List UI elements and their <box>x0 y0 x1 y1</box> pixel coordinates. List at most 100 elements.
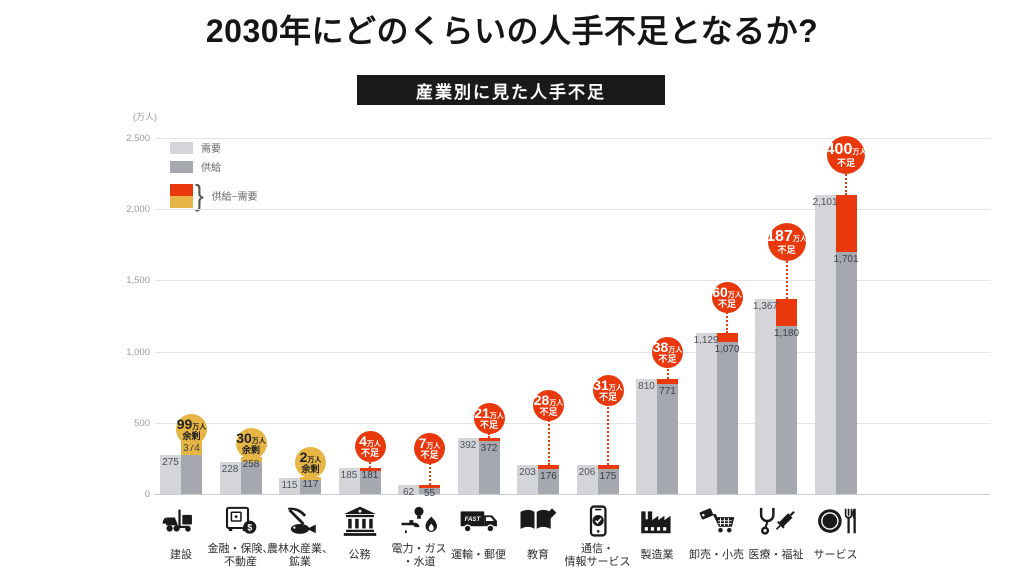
bar-gap-segment-10 <box>776 299 797 326</box>
demand-value-label: 62 <box>402 487 415 499</box>
grid-line-2500 <box>155 138 990 139</box>
bar-gap-segment-1 <box>240 457 262 462</box>
bar-gap-segment-3 <box>359 467 381 471</box>
x-axis-label-line: 農林水産業、 <box>267 543 333 555</box>
badge-connector-line <box>785 242 788 300</box>
x-axis-label-line: 不動産 <box>224 555 257 568</box>
demand-value-label: 228 <box>221 463 239 475</box>
legend: 需要 供給 } 供給−需要 <box>170 140 258 215</box>
bar-gap-segment-5 <box>478 438 500 442</box>
x-axis-label-6: 教育 <box>483 549 593 562</box>
factory-icon <box>636 505 678 537</box>
legend-item-demand: 需要 <box>170 140 258 155</box>
gap-badge-shortage: 4万人 不足 <box>354 430 386 462</box>
gap-badge-value: 400万人 <box>825 140 867 158</box>
gap-badge-value: 21万人 <box>474 404 504 421</box>
supply-value-label: 372 <box>480 443 498 455</box>
gap-badge-shortage: 60万人 不足 <box>711 281 743 313</box>
supply-value-label: 1,070 <box>714 343 740 355</box>
legend-item-diff: } 供給−需要 <box>170 177 258 213</box>
gap-badge-shortage: 187万人 不足 <box>766 223 807 261</box>
bar-supply-5 <box>478 441 500 494</box>
smartphone-check-icon <box>577 505 619 537</box>
x-axis-label-9: 卸売・小売 <box>662 549 772 562</box>
demand-value-label: 1,129 <box>693 335 719 347</box>
gap-badge-surplus: 30万人 余剰 <box>235 427 267 459</box>
x-axis-label-3: 公務 <box>305 549 415 562</box>
section-banner: 産業別に見た人手不足 <box>357 75 665 105</box>
bar-supply-8 <box>657 384 678 494</box>
x-axis-label-line: 電力・ガス <box>391 543 447 555</box>
bar-supply-4 <box>419 488 440 494</box>
x-axis-label-2: 農林水産業、 鉱業 <box>245 543 355 568</box>
bar-demand-0 <box>160 454 181 494</box>
legend-brace: } <box>195 177 204 213</box>
bar-supply-3 <box>359 470 381 494</box>
gap-badge-value: 60万人 <box>712 283 742 300</box>
gap-badge-word: 余剰 <box>182 430 201 441</box>
demand-value-label: 392 <box>459 440 477 452</box>
demand-value-label: 810 <box>638 380 655 392</box>
grid-line-1000 <box>155 351 990 353</box>
gap-badge-word: 余剰 <box>301 463 320 474</box>
gap-badge-shortage: 21万人 不足 <box>473 402 505 434</box>
demand-value-label: 2,101 <box>812 196 838 208</box>
bar-demand-6 <box>517 465 538 494</box>
legend-swatch-diff <box>170 183 193 208</box>
gap-badge-word: 不足 <box>420 449 439 460</box>
bar-gap-segment-8 <box>657 378 678 385</box>
x-axis-label-line: 金融・保険、 <box>207 543 274 555</box>
supply-value-label: 181 <box>361 470 379 482</box>
grid-line-0 <box>155 494 990 495</box>
grid-line-2000 <box>155 209 990 211</box>
gap-badge-value: 28万人 <box>533 391 564 408</box>
legend-label-diff: 供給−需要 <box>211 192 258 203</box>
safe-coin-icon: $ <box>220 505 262 537</box>
y-tick-label-1500: 1,500 <box>126 275 150 287</box>
x-axis-label-1: 金融・保険、 不動産 <box>186 543 296 568</box>
y-tick-label-0: 0 <box>144 489 150 500</box>
x-axis-label-line: 情報サービス <box>564 555 631 568</box>
y-tick-label-500: 500 <box>134 417 150 429</box>
badge-connector-line <box>607 390 609 465</box>
gap-badge-surplus: 2万人 余剰 <box>295 446 326 478</box>
gap-badge-surplus: 99万人 余剰 <box>176 413 207 445</box>
supply-value-label: 258 <box>242 459 260 471</box>
bar-demand-3 <box>338 467 360 494</box>
bar-gap-segment-7 <box>597 464 619 470</box>
legend-swatch-shortage <box>170 183 193 196</box>
gap-badge-value: 38万人 <box>652 338 683 355</box>
bar-supply-7 <box>597 469 619 494</box>
x-axis-label-line: 鉱業 <box>289 555 311 568</box>
x-axis-label-line: サービス <box>813 549 858 561</box>
x-axis-label-line: 医療・福祉 <box>748 549 804 561</box>
gap-badge-word: 余剰 <box>241 444 260 455</box>
badge-connector-line <box>845 155 847 195</box>
demand-value-label: 203 <box>519 467 536 479</box>
supply-value-label: 1,701 <box>833 253 859 265</box>
x-axis-label-8: 製造業 <box>602 549 712 562</box>
gap-badge-value: 7万人 <box>418 434 441 451</box>
supply-value-label: 374 <box>183 442 200 454</box>
x-axis-label-7: 通信・ 情報サービス <box>543 543 653 568</box>
bar-demand-10 <box>755 299 776 494</box>
bar-supply-0 <box>181 454 202 494</box>
bar-gap-segment-6 <box>538 465 559 469</box>
legend-swatch-supply <box>170 160 193 173</box>
gap-badge-word: 不足 <box>360 447 379 458</box>
gap-badge-value: 2万人 <box>299 448 322 465</box>
bar-supply-9 <box>716 341 738 494</box>
bar-supply-11 <box>835 251 857 494</box>
x-axis-label-4: 電力・ガス ・水道 <box>364 543 474 568</box>
bar-supply-10 <box>776 325 797 494</box>
y-axis-unit-label: (万人) <box>133 112 157 122</box>
gap-badge-word: 不足 <box>598 391 617 402</box>
gap-badge-value: 99万人 <box>176 415 207 432</box>
gap-badge-word: 不足 <box>836 157 855 168</box>
legend-swatch-surplus <box>170 195 193 208</box>
supply-value-label: 175 <box>599 471 617 483</box>
pickaxe-fish-icon <box>279 505 321 537</box>
legend-label-supply: 供給 <box>201 163 221 174</box>
gap-badge-word: 不足 <box>777 244 796 255</box>
